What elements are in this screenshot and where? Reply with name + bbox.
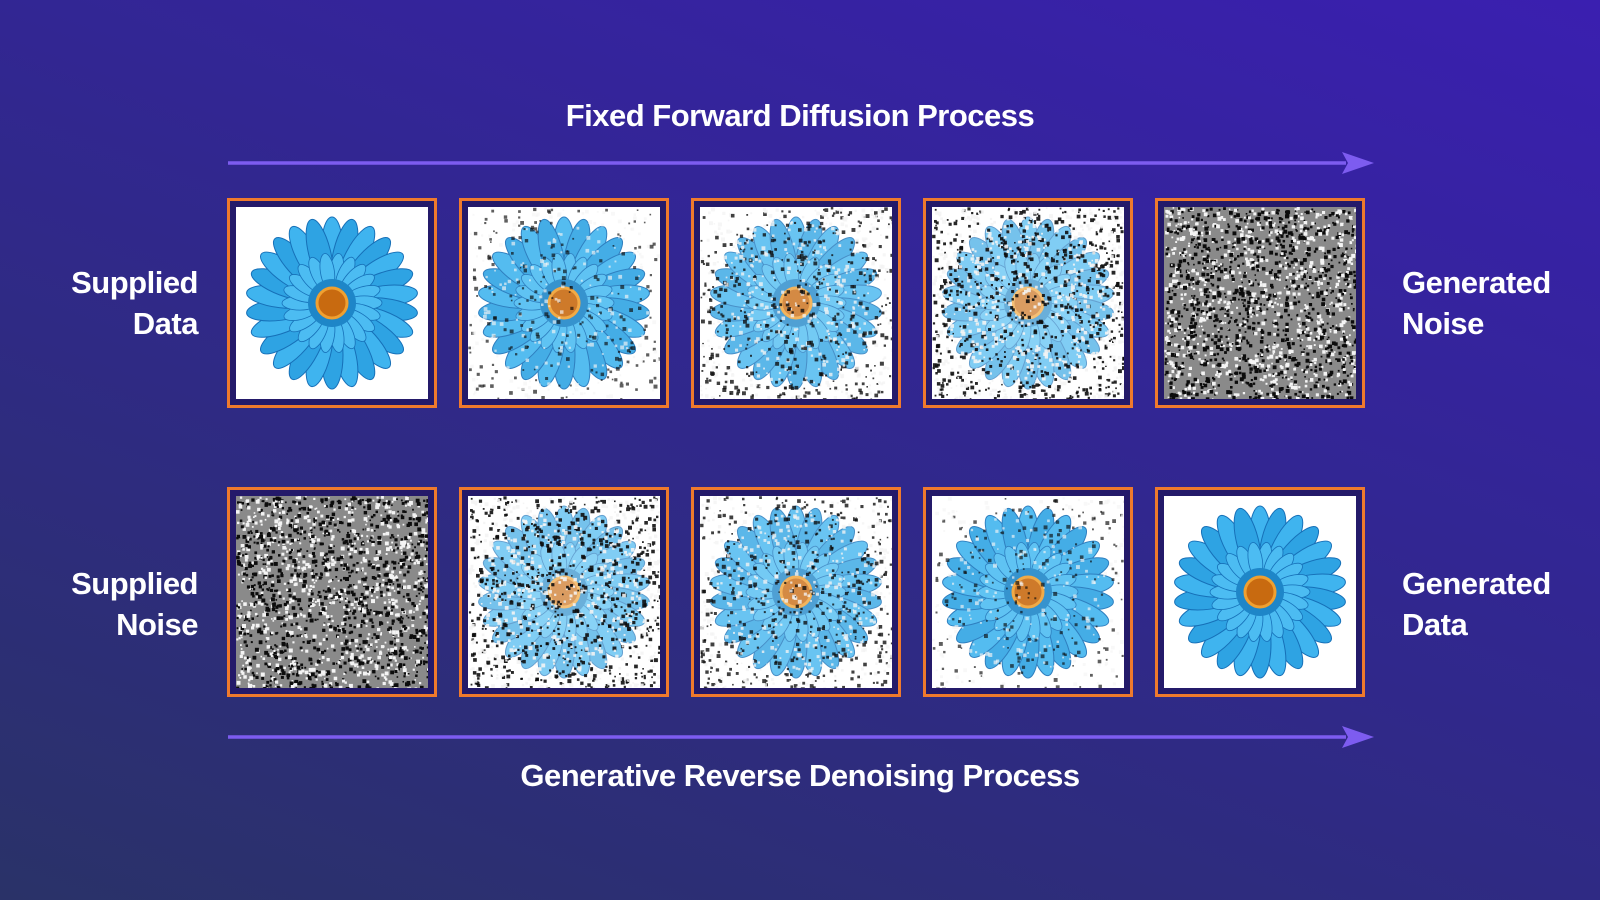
panel-noisy-flower-image bbox=[691, 198, 901, 408]
panel-very-noisy-flower-image bbox=[459, 487, 669, 697]
clean-flower-image bbox=[236, 207, 428, 399]
panel-clean-flower-image bbox=[1155, 487, 1365, 697]
noisy-flower-image bbox=[700, 496, 892, 688]
flower-group bbox=[246, 216, 418, 390]
reverse-arrow bbox=[228, 726, 1374, 748]
generated-data-label: Generated Data bbox=[1402, 563, 1551, 645]
noise-layer bbox=[700, 496, 892, 688]
panel-clean-flower-image bbox=[227, 198, 437, 408]
pure-noise-image bbox=[1164, 207, 1356, 399]
noise-layer bbox=[700, 207, 892, 399]
forward-process-title: Fixed Forward Diffusion Process bbox=[565, 98, 1035, 133]
noise-layer bbox=[468, 496, 660, 688]
very-noisy-flower-image bbox=[932, 207, 1124, 399]
generated-noise-label-line1: Generated bbox=[1402, 265, 1551, 300]
noise-layer bbox=[932, 207, 1124, 399]
generated-data-label-line1: Generated bbox=[1402, 566, 1551, 601]
forward-arrow bbox=[228, 152, 1374, 174]
flower bbox=[1174, 505, 1346, 679]
generated-noise-label-line2: Noise bbox=[1402, 306, 1484, 341]
noise-layer bbox=[932, 496, 1124, 688]
flower-center bbox=[547, 286, 581, 320]
flower bbox=[246, 216, 418, 390]
slightly-noisy-flower-image bbox=[932, 496, 1124, 688]
supplied-noise-label: Supplied Noise bbox=[71, 563, 198, 645]
noisy-flower-image bbox=[700, 207, 892, 399]
noise-layer bbox=[1164, 207, 1356, 399]
reverse-process-title: Generative Reverse Denoising Process bbox=[520, 758, 1080, 793]
panel-pure-noise-image bbox=[227, 487, 437, 697]
pure-noise-image bbox=[236, 496, 428, 688]
panel-pure-noise-image bbox=[1155, 198, 1365, 408]
panel-slightly-noisy-flower-image bbox=[923, 487, 1133, 697]
panel-noisy-flower-image bbox=[691, 487, 901, 697]
very-noisy-flower-image bbox=[468, 496, 660, 688]
supplied-noise-label-line1: Supplied bbox=[71, 566, 198, 601]
noise-layer bbox=[236, 496, 428, 688]
supplied-data-label-line1: Supplied bbox=[71, 265, 198, 300]
noise-layer bbox=[468, 207, 660, 399]
clean-flower-image bbox=[1164, 496, 1356, 688]
generated-noise-label: Generated Noise bbox=[1402, 262, 1551, 344]
supplied-data-label: Supplied Data bbox=[71, 262, 198, 344]
flower-center bbox=[1243, 575, 1277, 609]
supplied-noise-label-line2: Noise bbox=[116, 607, 198, 642]
panel-very-noisy-flower-image bbox=[923, 198, 1133, 408]
generated-data-label-line2: Data bbox=[1402, 607, 1468, 642]
flower-center bbox=[315, 286, 349, 320]
panel-slightly-noisy-flower-image bbox=[459, 198, 669, 408]
slightly-noisy-flower-image bbox=[468, 207, 660, 399]
supplied-data-label-line2: Data bbox=[132, 306, 199, 341]
flower-group bbox=[1174, 505, 1346, 679]
